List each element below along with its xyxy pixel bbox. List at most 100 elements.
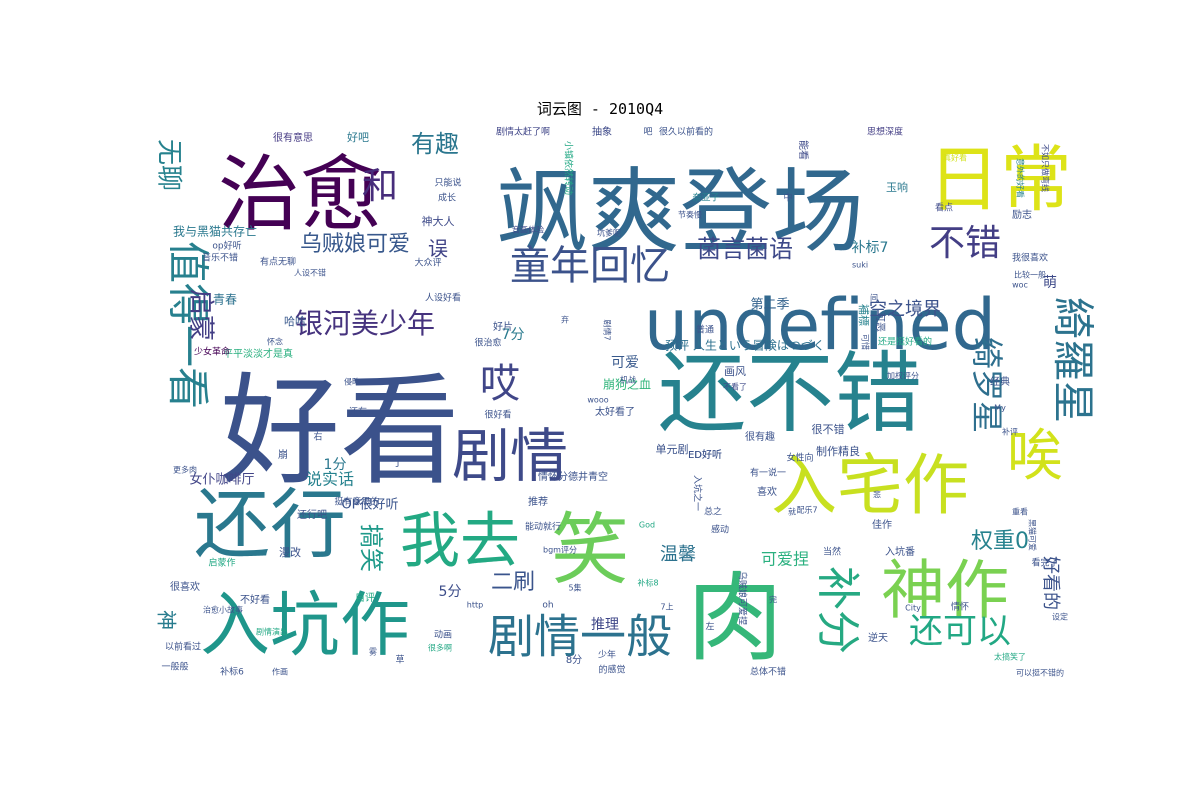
word-7: undefined xyxy=(644,284,996,366)
word-90: 机战 xyxy=(620,375,636,385)
word-40: 可爱捏 xyxy=(761,550,809,569)
word-131: 情怀 xyxy=(951,601,969,613)
word-92: 还有 xyxy=(349,406,367,418)
word-39: 温馨 xyxy=(660,544,696,565)
word-138: City xyxy=(905,604,921,613)
word-134: 一般般 xyxy=(161,661,188,673)
word-111: 很喜欢 xyxy=(170,580,200,593)
word-142: 右 xyxy=(313,431,322,443)
word-116: 入坑番 xyxy=(885,545,915,558)
word-50: 崩狗之血 xyxy=(603,378,651,392)
word-136: 作画 xyxy=(272,667,288,677)
word-137: 配乐7 xyxy=(796,505,817,515)
word-149: 人设好看 xyxy=(425,292,461,304)
word-99: 制作精良 xyxy=(816,444,860,458)
word-161: 完 xyxy=(769,595,777,605)
word-143: 崩 xyxy=(278,448,288,461)
word-0: 好看 xyxy=(220,363,460,502)
word-33: 二刷 xyxy=(491,570,535,595)
word-28: 有趣 xyxy=(411,130,459,158)
word-166: 悲 xyxy=(873,490,881,500)
word-61: 剧情太赶了啊 xyxy=(496,126,550,138)
word-91: 侵略 xyxy=(344,377,360,387)
word-128: 的感觉 xyxy=(598,664,625,676)
word-82: woc xyxy=(1012,281,1028,290)
word-155: 中 xyxy=(783,192,792,204)
word-115: 乌贼娘可爱捏 xyxy=(737,571,749,625)
word-97: ED好听 xyxy=(688,449,722,461)
word-45: 1分 xyxy=(324,457,347,473)
word-42: 说实话 xyxy=(306,470,354,489)
word-80: 比较一般 xyxy=(1014,270,1046,280)
word-133: 可以挺不错的 xyxy=(1016,668,1064,678)
word-127: 少年 xyxy=(598,649,616,661)
word-144: 了 xyxy=(393,457,403,469)
word-59: 很有意思 xyxy=(273,131,313,144)
word-147: 很治愈 xyxy=(474,337,501,349)
word-38: 空之境界 xyxy=(869,299,941,320)
word-73: 能看 xyxy=(797,140,810,160)
word-139: My xyxy=(994,404,1006,413)
word-88: 画风 xyxy=(724,365,746,378)
word-105: 挺有意思的 xyxy=(334,496,379,508)
word-154: 普通 xyxy=(696,324,714,336)
word-78: 意外的好看 xyxy=(1016,158,1026,198)
word-109: bgm评分 xyxy=(543,546,577,555)
word-173: God xyxy=(639,521,655,530)
word-44: 第二季 xyxy=(750,298,789,313)
word-2: 还不错 xyxy=(658,342,922,445)
word-9: 入坑作 xyxy=(200,584,410,666)
word-62: 抽象 xyxy=(592,125,612,138)
word-125: 动画 xyxy=(434,630,452,641)
word-126: 8分 xyxy=(566,654,582,666)
word-5: 日常 xyxy=(928,138,1072,222)
word-102: 情怀分德井青空 xyxy=(538,470,608,483)
word-121: 以前看过 xyxy=(165,641,201,653)
word-58: 少女革命 xyxy=(194,346,230,358)
word-123: 雾 xyxy=(369,648,377,657)
word-49: 预评 人生という冒険はつづく xyxy=(665,339,825,353)
word-100: 有一说一 xyxy=(750,467,786,479)
word-103: 推荐 xyxy=(528,495,548,508)
word-168: 左 xyxy=(705,621,714,633)
word-140: 补评 xyxy=(1002,427,1018,437)
word-6: 入宅作 xyxy=(771,447,969,524)
word-60: 好吧 xyxy=(347,130,369,144)
word-106: 还行吧 xyxy=(297,508,327,521)
word-93: 太好看了 xyxy=(595,405,635,418)
word-15: 唉 xyxy=(1007,424,1063,489)
word-22: 绮罗星 xyxy=(968,337,1006,433)
word-14: 剧情一般 xyxy=(488,610,672,664)
word-98: 女性向 xyxy=(786,452,813,464)
word-113: 自评 xyxy=(355,591,375,604)
word-177: 很多啊 xyxy=(428,643,452,653)
word-112: 不好看 xyxy=(240,593,270,606)
word-25: 哎 xyxy=(480,361,520,407)
word-174: 7上 xyxy=(660,603,673,612)
word-53: 我与黑猫共存亡 xyxy=(173,225,257,239)
word-55: 青春 xyxy=(213,293,237,307)
word-156: 吧 xyxy=(643,127,652,138)
word-57: 平平淡淡才是真 xyxy=(223,347,293,360)
word-162: 就 xyxy=(788,507,796,517)
word-87: 经典 xyxy=(990,375,1010,388)
word-135: 补标6 xyxy=(220,666,244,678)
word-167: 重看 xyxy=(1012,507,1028,517)
word-150: 有点无聊 xyxy=(260,256,296,268)
word-104: 入坑之一 xyxy=(692,475,704,511)
word-110: 启蒙作 xyxy=(208,557,235,569)
word-24: 菌言菌语 xyxy=(697,235,793,263)
word-46: 7分 xyxy=(502,327,525,343)
word-72: 玉响 xyxy=(886,181,908,194)
word-77: 不如只做弯线 xyxy=(1041,144,1051,192)
word-169: http xyxy=(467,601,483,610)
word-171: 5集 xyxy=(568,583,581,593)
word-64: 思想深度 xyxy=(867,126,903,138)
word-178: wooo xyxy=(587,396,608,405)
word-153: op好听 xyxy=(212,240,241,252)
word-94: 很有趣 xyxy=(745,430,775,443)
word-26: 和 xyxy=(362,166,398,207)
word-130: 总体不错 xyxy=(750,666,786,678)
word-146: 好片 xyxy=(493,320,513,333)
